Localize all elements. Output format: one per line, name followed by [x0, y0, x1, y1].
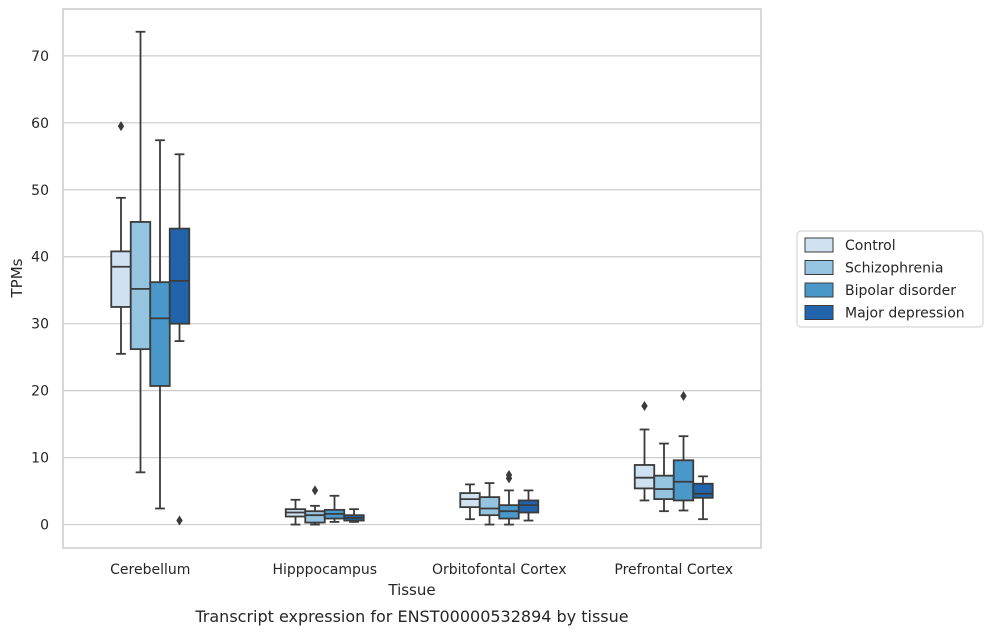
- legend-item: Bipolar disorder: [804, 282, 956, 299]
- legend-swatch: [804, 305, 834, 320]
- box-group: [149, 139, 171, 510]
- box-group: [304, 485, 326, 526]
- box-group: [323, 494, 346, 523]
- box-groups: [110, 30, 714, 526]
- y-tick-labels: 0 10 20 30 40 50 60 70: [31, 49, 49, 534]
- legend: Control Schizophrenia Bipolar disorder Majo…: [796, 230, 984, 328]
- y-tick-label: 0: [40, 518, 49, 534]
- box: [149, 281, 171, 387]
- chart-caption: Transcript expression for ENST0000053289…: [194, 607, 628, 626]
- y-axis-label: TPMs: [8, 258, 26, 298]
- x-tick-labels: Cerebellum Hipppocampus Orbitofontal Corte…: [110, 562, 733, 578]
- box-group: [633, 401, 656, 502]
- legend-swatch: [804, 282, 834, 298]
- box: [129, 221, 152, 351]
- box-group: [459, 483, 481, 521]
- legend-label: Bipolar disorder: [845, 283, 956, 299]
- y-tick-label: 20: [31, 384, 49, 400]
- outlier-point: [117, 121, 125, 132]
- y-tick-label: 50: [31, 183, 49, 199]
- box: [517, 499, 540, 514]
- legend-label: Schizophrenia: [845, 261, 943, 277]
- box: [459, 492, 481, 509]
- legend-swatch: [804, 237, 834, 253]
- box-group: [653, 442, 675, 513]
- box-group: [284, 498, 307, 526]
- x-tick-label: Orbitofontal Cortex: [432, 562, 567, 578]
- legend-item: Schizophrenia: [804, 260, 943, 277]
- legend-item: Control: [804, 237, 896, 254]
- box: [304, 510, 326, 524]
- outlier-point: [311, 485, 319, 496]
- legend-swatch: [804, 260, 834, 275]
- box: [633, 464, 656, 490]
- box-group: [517, 489, 540, 522]
- box: [168, 227, 191, 325]
- box: [672, 459, 695, 502]
- y-tick-label: 30: [31, 317, 49, 333]
- legend-frame: [796, 230, 984, 328]
- x-tick-label: Cerebellum: [110, 562, 190, 578]
- y-tick-label: 70: [31, 49, 49, 65]
- y-tick-label: 60: [31, 116, 49, 132]
- legend-item: Major depression: [804, 305, 965, 322]
- plot-area: [62, 8, 762, 549]
- box-group: [672, 391, 695, 512]
- box-group: [343, 508, 365, 523]
- outlier-point: [505, 470, 513, 481]
- box-group: [692, 475, 714, 521]
- x-tick-label: Prefrontal Cortex: [614, 562, 733, 578]
- box: [478, 496, 501, 517]
- legend-label: Major depression: [845, 306, 965, 322]
- box-group: [168, 153, 191, 526]
- x-axis-label: Tissue: [387, 581, 435, 599]
- outlier-point: [176, 515, 183, 526]
- box: [653, 474, 675, 501]
- box: [692, 482, 714, 499]
- legend-label: Control: [845, 238, 896, 254]
- y-tick-label: 40: [31, 250, 49, 266]
- y-tick-label: 10: [31, 451, 49, 467]
- box: [110, 250, 132, 308]
- outlier-point: [641, 401, 648, 412]
- outlier-point: [680, 391, 687, 402]
- x-tick-label: Hipppocampus: [272, 562, 377, 578]
- box-group: [110, 121, 132, 355]
